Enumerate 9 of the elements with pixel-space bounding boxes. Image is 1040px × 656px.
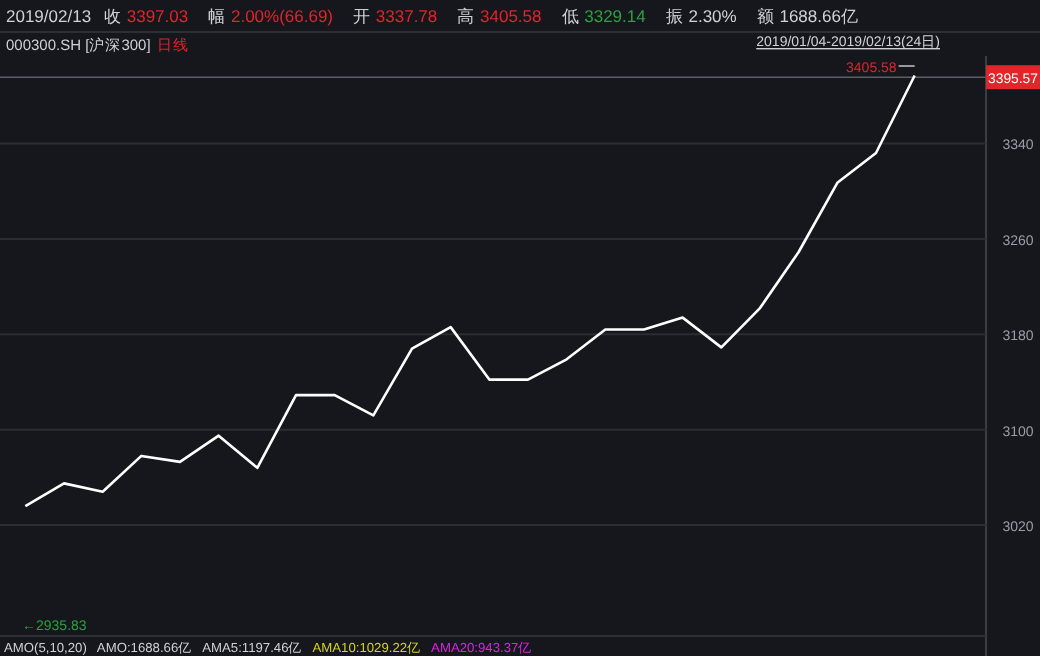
line-series	[24, 74, 916, 508]
text: 振 2.30%	[665, 6, 738, 26]
text: 开 3337.78	[353, 6, 438, 26]
chart-title: 2019/02/13	[6, 6, 92, 26]
text: 低 3329.14	[561, 6, 647, 26]
text: 收 3397.03	[104, 6, 189, 26]
text: 幅 2.00%(66.69)	[208, 6, 334, 26]
text: 额 1688.66亿	[756, 6, 859, 26]
text: 高 3405.58	[457, 6, 543, 26]
